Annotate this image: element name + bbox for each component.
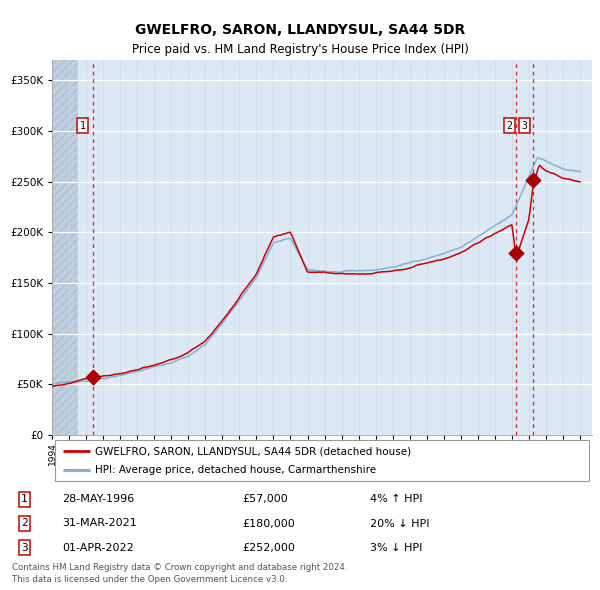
Text: 3: 3 xyxy=(522,121,527,131)
Text: 2: 2 xyxy=(21,519,28,529)
Text: HPI: Average price, detached house, Carmarthenshire: HPI: Average price, detached house, Carm… xyxy=(95,465,376,475)
Text: Contains HM Land Registry data © Crown copyright and database right 2024.: Contains HM Land Registry data © Crown c… xyxy=(12,563,347,572)
Text: £180,000: £180,000 xyxy=(242,519,295,529)
Point xyxy=(529,175,538,184)
Text: £252,000: £252,000 xyxy=(242,543,295,553)
Text: 3% ↓ HPI: 3% ↓ HPI xyxy=(370,543,422,553)
Text: 2: 2 xyxy=(506,121,512,131)
Text: 31-MAR-2021: 31-MAR-2021 xyxy=(62,519,137,529)
Text: 3: 3 xyxy=(21,543,28,553)
Text: 01-APR-2022: 01-APR-2022 xyxy=(62,543,134,553)
Text: 28-MAY-1996: 28-MAY-1996 xyxy=(62,494,134,504)
Text: GWELFRO, SARON, LLANDYSUL, SA44 5DR (detached house): GWELFRO, SARON, LLANDYSUL, SA44 5DR (det… xyxy=(95,446,412,456)
Text: This data is licensed under the Open Government Licence v3.0.: This data is licensed under the Open Gov… xyxy=(12,575,287,585)
Text: 1: 1 xyxy=(21,494,28,504)
Text: £57,000: £57,000 xyxy=(242,494,288,504)
Text: GWELFRO, SARON, LLANDYSUL, SA44 5DR: GWELFRO, SARON, LLANDYSUL, SA44 5DR xyxy=(135,23,465,37)
Text: 1: 1 xyxy=(80,121,86,131)
Point xyxy=(88,372,98,382)
Text: Price paid vs. HM Land Registry's House Price Index (HPI): Price paid vs. HM Land Registry's House … xyxy=(131,44,469,57)
Bar xyxy=(52,60,77,435)
Point xyxy=(511,248,521,257)
Text: 20% ↓ HPI: 20% ↓ HPI xyxy=(370,519,429,529)
Text: 4% ↑ HPI: 4% ↑ HPI xyxy=(370,494,422,504)
FancyBboxPatch shape xyxy=(55,440,589,481)
